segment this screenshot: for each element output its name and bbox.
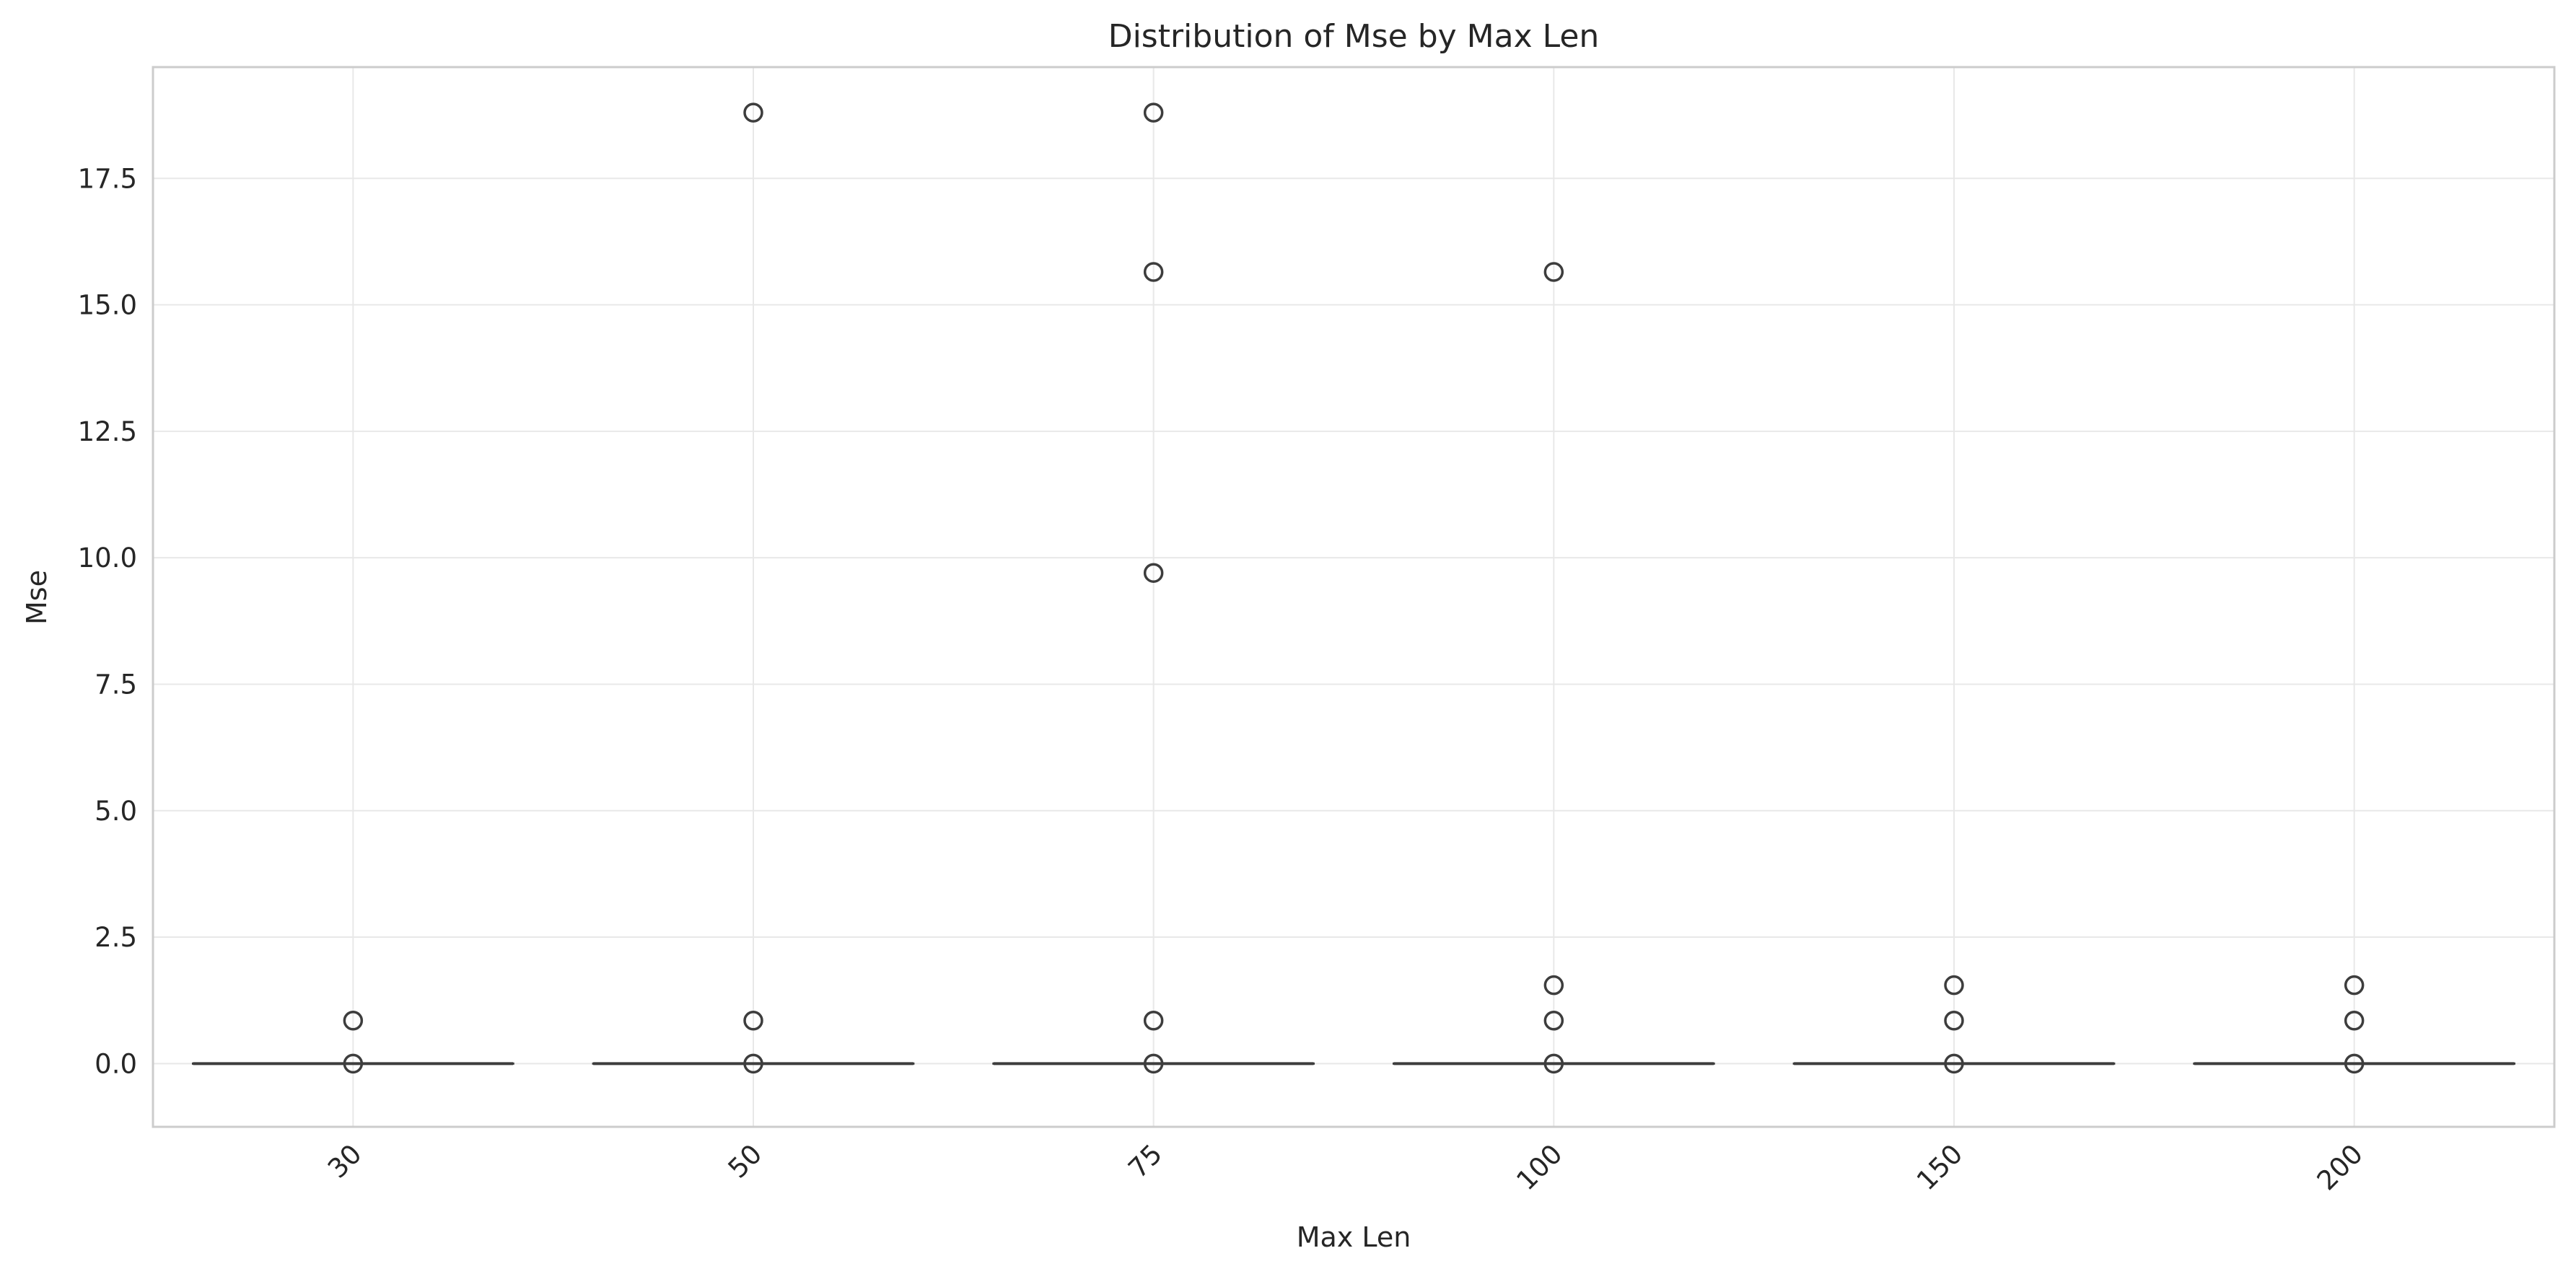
x-tick-labels: 30 50 75 100 150 200 <box>322 1138 2369 1196</box>
x-tick-label: 100 <box>1510 1138 1568 1196</box>
outlier-point <box>1944 1053 1964 1074</box>
outlier-point <box>2344 1053 2365 1074</box>
y-tick-labels: 0.0 2.5 5.0 7.5 10.0 12.5 15.0 17.5 <box>78 163 137 1079</box>
outlier-point <box>1543 975 1564 996</box>
x-tick-label: 75 <box>1122 1138 1168 1185</box>
outlier-point <box>1143 102 1164 123</box>
x-tick-label: 200 <box>2311 1138 2369 1196</box>
y-tick-label: 15.0 <box>78 290 137 321</box>
plot-area-frame <box>152 66 2556 1128</box>
outlier-point <box>1143 1010 1164 1031</box>
outlier-point <box>743 1053 763 1074</box>
outlier-point <box>1143 563 1164 583</box>
y-tick-label: 12.5 <box>78 416 137 447</box>
x-tick-label: 30 <box>322 1138 368 1185</box>
y-tick-label: 0.0 <box>95 1048 137 1079</box>
x-tick-label: 150 <box>1911 1138 1968 1196</box>
outlier-point <box>2344 975 2365 996</box>
y-tick-label: 2.5 <box>95 922 137 953</box>
outlier-point <box>1143 1053 1164 1074</box>
flier-layer <box>343 102 2365 1074</box>
y-tick-label: 10.0 <box>78 542 137 574</box>
outlier-point <box>743 102 763 123</box>
outlier-point <box>1143 262 1164 282</box>
outlier-point <box>343 1010 364 1031</box>
x-tick-label: 50 <box>722 1138 768 1185</box>
outlier-point <box>743 1010 763 1031</box>
y-tick-label: 17.5 <box>78 163 137 194</box>
outlier-point <box>1944 975 1964 996</box>
outlier-point <box>1944 1010 1964 1031</box>
outlier-point <box>343 1053 364 1074</box>
grid-layer <box>153 67 2554 1127</box>
x-axis-label: Max Len <box>1297 1221 1411 1253</box>
y-tick-label: 7.5 <box>95 669 137 700</box>
outlier-point <box>1543 1010 1564 1031</box>
outlier-point <box>1543 1053 1564 1074</box>
outlier-point <box>1543 262 1564 282</box>
y-axis-label: Mse <box>21 570 53 625</box>
outlier-point <box>2344 1010 2365 1031</box>
chart-title: Distribution of Mse by Max Len <box>1108 18 1600 55</box>
y-tick-label: 5.0 <box>95 796 137 827</box>
